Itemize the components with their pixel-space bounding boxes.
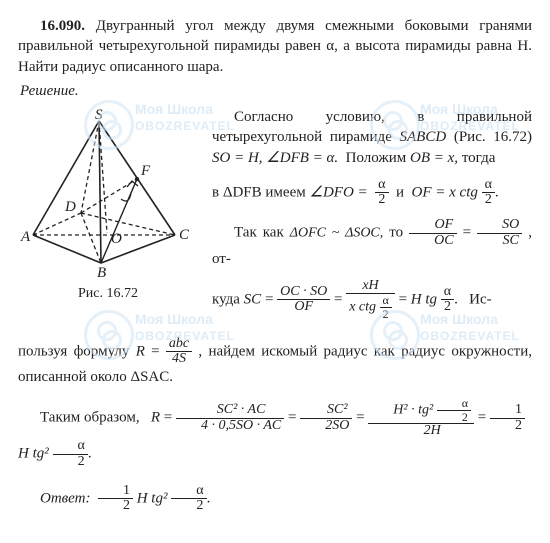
fd: 2 bbox=[482, 193, 495, 208]
t: (Рис. 16.72) bbox=[454, 129, 532, 145]
lbl-C: C bbox=[179, 227, 190, 243]
t: тогда bbox=[462, 150, 496, 166]
t: Положим bbox=[346, 150, 410, 166]
t: H tg bbox=[411, 291, 437, 307]
solution-label: Решение. bbox=[20, 81, 532, 101]
fn: abc bbox=[166, 337, 192, 353]
fd: 4 · 0,5SO · AC bbox=[176, 419, 284, 434]
fn: α bbox=[53, 439, 88, 455]
fn: SC² bbox=[300, 403, 352, 419]
t: Ис- bbox=[465, 291, 491, 307]
t: то bbox=[389, 225, 409, 241]
problem-statement: 16.090. Двугранный угол между двумя смеж… bbox=[18, 16, 532, 77]
t: в ΔDFB имеем bbox=[212, 184, 310, 200]
problem-number: 16.090. bbox=[40, 18, 85, 34]
fd: 2 bbox=[98, 499, 133, 514]
t: H tg² bbox=[18, 446, 49, 462]
fn: α bbox=[171, 484, 206, 500]
fd: OF bbox=[277, 300, 330, 315]
fn: SO bbox=[477, 218, 522, 234]
lbl-O: O bbox=[111, 231, 122, 247]
fn: α bbox=[441, 285, 454, 301]
t: H tg² bbox=[137, 490, 168, 506]
t: ΔOFC ~ ΔSOC, bbox=[290, 226, 383, 241]
text-column: Согласно условию, в правильной четырехуг… bbox=[212, 107, 532, 331]
fd: SC bbox=[477, 234, 522, 249]
fd: 2H bbox=[368, 424, 474, 439]
lbl-D: D bbox=[64, 199, 76, 215]
t: Таким образом, bbox=[40, 410, 140, 426]
fn: 1 bbox=[490, 403, 525, 419]
fd: 2 bbox=[375, 193, 388, 208]
fn: α bbox=[375, 178, 388, 194]
t: OB = x, bbox=[410, 150, 458, 166]
fn: OF bbox=[409, 218, 456, 234]
answer-label: Ответ: bbox=[40, 490, 90, 506]
fd: 2 bbox=[53, 455, 88, 470]
lbl-F: F bbox=[140, 163, 151, 179]
fn: 1 bbox=[98, 484, 133, 500]
t: куда bbox=[212, 291, 244, 307]
fd: 2 bbox=[437, 411, 471, 424]
t: SO = H, ∠DFB = α. bbox=[212, 150, 338, 166]
fd: 2 bbox=[441, 300, 454, 315]
t: Так как bbox=[234, 225, 290, 241]
fn: H² · tg² bbox=[393, 403, 433, 418]
t: ∠DFO = bbox=[310, 184, 368, 200]
fn: α bbox=[380, 294, 392, 308]
figure-caption: Рис. 16.72 bbox=[18, 285, 198, 304]
fn: xH bbox=[346, 279, 395, 295]
fd: 2SO bbox=[300, 419, 352, 434]
t: OF = x ctg bbox=[412, 184, 478, 200]
fd: OC bbox=[409, 234, 456, 249]
answer: Ответ: 12 H tg² α2. bbox=[18, 484, 532, 514]
fd: 2 bbox=[171, 499, 206, 514]
final-eq: Таким образом, R = SC² · AC4 · 0,5SO · A… bbox=[18, 397, 532, 469]
problem-text: Двугранный угол между двумя смежными бок… bbox=[18, 18, 532, 75]
fn: OC · SO bbox=[277, 285, 330, 301]
fd: 4S bbox=[166, 352, 192, 367]
t: и bbox=[396, 184, 404, 200]
lbl-A: A bbox=[20, 229, 31, 245]
fn: SC² · AC bbox=[176, 403, 284, 419]
fn: α bbox=[437, 397, 471, 411]
lbl-B: B bbox=[97, 265, 106, 277]
fd: x ctg bbox=[349, 300, 376, 315]
fn: α bbox=[482, 178, 495, 194]
fd: 2 bbox=[490, 419, 525, 434]
